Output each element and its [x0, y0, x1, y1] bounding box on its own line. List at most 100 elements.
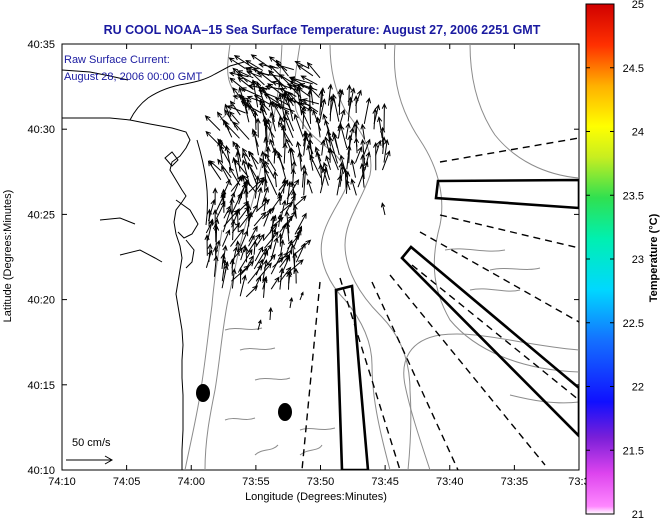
current-vector — [347, 96, 353, 122]
y-tick-label: 40:30 — [27, 124, 55, 136]
annotation-line-2: August 28, 2006 00:00 GMT — [64, 71, 202, 83]
y-tick-label: 40:10 — [27, 465, 55, 477]
current-vector — [275, 59, 289, 77]
x-tick-label: 74:00 — [177, 476, 205, 488]
current-vector — [359, 162, 365, 188]
current-vector — [360, 138, 366, 164]
current-vector — [266, 117, 275, 146]
current-vector — [215, 239, 221, 255]
current-vector — [286, 180, 292, 206]
current-vector — [223, 121, 240, 139]
current-vector — [353, 137, 360, 154]
current-vector — [295, 225, 303, 240]
y-tick-label: 40:20 — [27, 295, 55, 307]
current-vector — [222, 208, 232, 233]
current-vector — [288, 76, 313, 85]
current-vector — [360, 123, 366, 140]
current-vector — [212, 187, 218, 205]
current-vector — [257, 319, 262, 331]
current-vector — [235, 240, 241, 257]
current-vector — [339, 165, 346, 187]
current-vector — [263, 208, 272, 227]
current-vector — [309, 153, 322, 179]
current-vector — [329, 148, 339, 171]
current-vector — [320, 139, 326, 156]
current-vector — [236, 70, 254, 79]
current-vector — [302, 169, 308, 196]
plot-area — [61, 43, 580, 471]
current-vector — [213, 255, 219, 277]
current-vector — [379, 126, 386, 148]
current-vector — [204, 234, 210, 256]
current-vector — [292, 251, 298, 275]
current-vector — [204, 115, 221, 131]
y-tick-label: 40:15 — [27, 380, 55, 392]
current-vector — [289, 296, 294, 309]
current-vector — [283, 115, 294, 138]
current-vector — [233, 55, 255, 69]
current-vector — [301, 164, 307, 188]
current-vector — [293, 113, 304, 138]
x-tick-label: 73:50 — [307, 476, 335, 488]
colorbar — [585, 3, 615, 515]
current-vector — [318, 163, 324, 186]
buoy-marker-2 — [278, 403, 292, 421]
current-vector — [235, 142, 242, 162]
chart-title: RU COOL NOAA–15 Sea Surface Temperature:… — [104, 23, 541, 37]
current-vector — [306, 61, 321, 79]
current-vector — [224, 109, 239, 131]
current-vector — [252, 67, 273, 84]
current-vector — [331, 93, 340, 122]
current-vector — [284, 221, 291, 242]
current-vector — [237, 266, 244, 284]
current-vector — [249, 150, 258, 170]
current-vector — [222, 244, 228, 262]
current-vector — [336, 174, 343, 196]
current-vector — [255, 258, 264, 276]
current-vector — [332, 133, 340, 156]
current-vector — [234, 159, 249, 178]
x-axis-label: Longitude (Degrees:Minutes) — [245, 491, 387, 503]
current-vector — [279, 239, 285, 255]
buoy-marker-1 — [196, 384, 210, 402]
current-vector — [287, 147, 294, 172]
current-vector — [217, 140, 223, 164]
radar-dashed-lines — [301, 137, 579, 470]
current-vector — [217, 138, 231, 154]
x-tick-label: 73:45 — [371, 476, 399, 488]
current-vector — [286, 249, 293, 262]
current-vector — [315, 116, 321, 138]
current-vector — [264, 160, 276, 179]
current-vector — [337, 88, 343, 116]
current-vector — [373, 141, 379, 171]
current-vector — [233, 121, 250, 140]
box-east-upper — [434, 178, 579, 210]
current-vector — [291, 189, 297, 214]
current-vector — [205, 249, 213, 268]
current-vector — [375, 139, 382, 156]
box-east-diagonal — [400, 245, 579, 438]
current-vector — [372, 108, 378, 130]
current-vector — [296, 64, 314, 77]
current-vector — [232, 94, 249, 100]
current-vector — [232, 67, 248, 83]
current-vector — [301, 105, 307, 130]
x-tick-label: 73:55 — [242, 476, 270, 488]
current-vector — [293, 229, 302, 247]
current-vector — [354, 119, 360, 138]
current-vector — [277, 121, 294, 147]
current-vector — [363, 138, 371, 155]
current-vector — [258, 62, 279, 69]
current-vector — [262, 259, 269, 282]
current-vector — [355, 146, 363, 163]
current-vector — [277, 213, 282, 227]
current-vector — [345, 122, 351, 139]
current-vector — [350, 178, 357, 196]
current-vector — [239, 274, 247, 297]
current-vector — [224, 144, 232, 171]
current-vector — [297, 151, 303, 172]
current-vector — [284, 110, 295, 132]
current-vector — [342, 168, 349, 188]
current-vector — [364, 151, 371, 171]
